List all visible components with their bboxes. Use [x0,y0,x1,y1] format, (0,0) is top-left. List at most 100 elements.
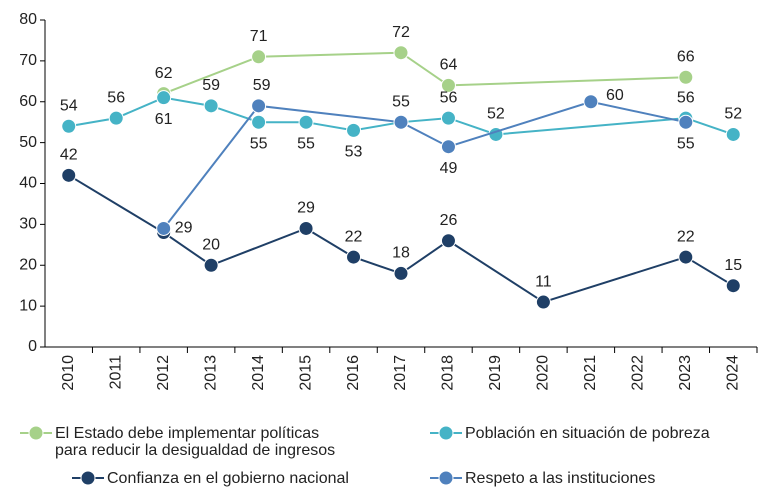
data-point [440,233,456,249]
y-tick-label: 70 [19,52,37,69]
x-tick-label: 2022 [630,355,647,391]
data-point [156,90,172,106]
data-point [725,278,741,294]
data-label: 29 [297,200,315,217]
data-label: 56 [107,89,125,106]
data-label: 59 [253,77,271,94]
x-tick-label: 2021 [582,355,599,391]
x-tick-label: 2016 [345,355,362,391]
data-label: 15 [724,257,742,274]
data-label: 55 [297,135,315,152]
series-line [68,174,734,304]
data-label: 20 [202,236,220,253]
data-point [393,114,409,130]
data-label: 18 [392,245,410,262]
x-tick-label: 2024 [724,355,741,391]
legend-symbol [72,470,104,486]
data-point [440,139,456,155]
data-point [440,77,456,93]
data-point [440,110,456,126]
legend-marker [80,470,96,486]
x-tick-label: 2013 [202,355,219,391]
data-label: 22 [345,228,363,245]
y-tick-label: 40 [19,175,37,192]
data-label: 55 [677,135,695,152]
data-point [61,167,77,183]
legend-marker [438,470,454,486]
legend-symbol [430,425,462,441]
x-tick-label: 2017 [392,355,409,391]
data-label: 62 [155,65,173,82]
data-label: 54 [60,97,78,114]
data-label: 22 [677,228,695,245]
x-tick-label: 2018 [440,355,457,391]
data-label: 53 [345,144,363,161]
x-tick-label: 2020 [535,355,552,391]
data-label: 11 [535,273,552,290]
data-label: 59 [202,77,220,94]
y-tick-label: 80 [19,11,37,28]
legend-symbol [20,425,52,441]
legend-marker [28,425,44,441]
data-label: 52 [487,106,505,123]
x-tick-label: 2014 [250,355,267,391]
data-point [251,98,267,114]
data-point [346,122,362,138]
x-tick-label: 2012 [155,355,172,391]
legend-label: El Estado debe implementar políticas par… [55,425,336,459]
data-label: 55 [392,93,410,110]
legend-label: Confianza en el gobierno nacional [107,470,349,487]
data-point [393,45,409,61]
x-tick-label: 2023 [677,355,694,391]
data-point [725,126,741,142]
data-point [203,257,219,273]
y-tick-label: 0 [28,338,37,355]
x-tick-label: 2015 [297,355,314,391]
data-label: 49 [440,160,458,177]
x-tick-label: 2019 [487,355,504,391]
data-label: 60 [606,87,624,104]
data-point [678,69,694,85]
data-label: 26 [440,212,458,229]
x-tick-label: 2010 [60,355,77,391]
data-label: 42 [60,147,78,164]
data-label: 71 [250,28,268,45]
y-tick-label: 60 [19,93,37,110]
y-tick-label: 30 [19,216,37,233]
data-label: 72 [392,24,410,41]
data-point [251,49,267,65]
data-label: 52 [724,106,742,123]
data-label: 56 [677,89,695,106]
data-label: 61 [155,111,173,128]
data-point [156,220,172,236]
data-point [108,110,124,126]
data-point [346,249,362,265]
series-line [68,96,734,136]
legend-symbol [430,470,462,486]
y-tick-label: 20 [19,256,37,273]
data-point [61,118,77,134]
data-point [678,114,694,130]
data-label: 64 [440,57,458,74]
y-tick-label: 10 [19,297,37,314]
data-label: 66 [677,48,695,65]
data-point [298,220,314,236]
data-point [203,98,219,114]
data-label: 29 [175,220,193,237]
series-line [162,100,687,230]
data-point [393,265,409,281]
data-point [583,94,599,110]
legend-label: Población en situación de pobreza [465,425,710,442]
data-label: 55 [250,135,268,152]
data-label: 56 [440,89,458,106]
data-point [678,249,694,265]
legend-marker [438,425,454,441]
data-point [535,294,551,310]
legend-label: Respeto a las instituciones [465,470,656,487]
data-point [298,114,314,130]
data-point [251,114,267,130]
y-tick-label: 50 [19,134,37,151]
x-tick-label: 2011 [107,355,124,390]
